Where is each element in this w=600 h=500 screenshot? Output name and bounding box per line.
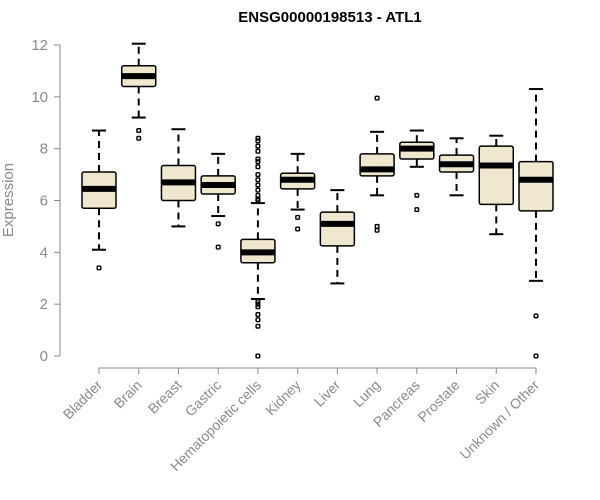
outlier-point — [255, 312, 261, 318]
outlier-point — [374, 95, 380, 101]
outlier-point — [136, 135, 142, 141]
y-tick-label: 6 — [40, 193, 48, 210]
x-tick-label: Bladder — [60, 377, 106, 423]
outlier-point — [255, 192, 261, 198]
chart-title: ENSG00000198513 - ATL1 — [238, 9, 421, 26]
box-kidney — [279, 152, 316, 232]
box-prostate — [438, 137, 475, 197]
y-tick-label: 8 — [40, 141, 48, 158]
box-unknown-other — [518, 88, 554, 359]
x-tick-label: Kidney — [262, 377, 304, 419]
outlier-point — [533, 313, 539, 319]
outlier-point — [414, 207, 420, 213]
y-axis-label: Expression — [0, 163, 17, 237]
outlier-point — [255, 323, 261, 329]
box-bladder — [81, 129, 117, 271]
outlier-point — [255, 159, 261, 165]
y-tick-label: 10 — [31, 89, 48, 106]
outlier-point — [374, 223, 380, 229]
outlier-point — [255, 135, 261, 141]
outlier-point — [255, 172, 261, 178]
box-breast — [160, 128, 197, 228]
outlier-point — [255, 353, 261, 359]
y-tick-label: 12 — [31, 37, 48, 54]
outlier-point — [96, 265, 102, 271]
outlier-point — [255, 156, 261, 162]
outlier-point — [255, 187, 261, 193]
x-tick-label: Brain — [110, 377, 144, 411]
outlier-point — [255, 182, 261, 188]
y-tick-label: 0 — [40, 348, 48, 365]
outlier-point — [255, 148, 261, 154]
outlier-point — [215, 244, 221, 250]
iqr-box — [478, 145, 515, 206]
outlier-point — [533, 353, 539, 359]
x-tick-label: Skin — [472, 377, 503, 408]
outlier-point — [255, 317, 261, 323]
box-skin — [478, 134, 515, 236]
y-axis: 0 2 4 6 8 10 12 — [31, 37, 61, 365]
box-lung — [359, 95, 395, 233]
outlier-point — [255, 197, 261, 203]
x-tick-label: Liver — [311, 377, 344, 410]
outlier-point — [414, 192, 420, 198]
y-tick-label: 2 — [40, 296, 48, 313]
box-pancreas — [399, 129, 435, 213]
outlier-point — [255, 177, 261, 183]
outlier-point — [215, 221, 221, 227]
box-brain — [120, 42, 157, 141]
outlier-point — [255, 164, 261, 170]
outlier-point — [255, 299, 261, 305]
box-liver — [319, 189, 356, 285]
box-gastric — [200, 152, 236, 250]
x-tick-label: Breast — [145, 377, 185, 417]
outlier-point — [255, 143, 261, 149]
y-tick-label: 4 — [40, 244, 48, 261]
box-hematopoietic-cells — [240, 135, 276, 359]
outlier-point — [255, 304, 261, 310]
x-tick-label: Prostate — [414, 377, 462, 425]
outlier-point — [295, 214, 301, 220]
outlier-point — [374, 227, 380, 233]
iqr-box — [319, 211, 356, 247]
outlier-point — [255, 301, 261, 307]
iqr-box — [518, 160, 554, 212]
iqr-box — [359, 153, 395, 177]
outlier-point — [136, 128, 142, 134]
outlier-point — [295, 226, 301, 232]
outlier-point — [255, 138, 261, 144]
plot-area — [81, 42, 554, 359]
x-tick-label: Lung — [350, 377, 383, 410]
